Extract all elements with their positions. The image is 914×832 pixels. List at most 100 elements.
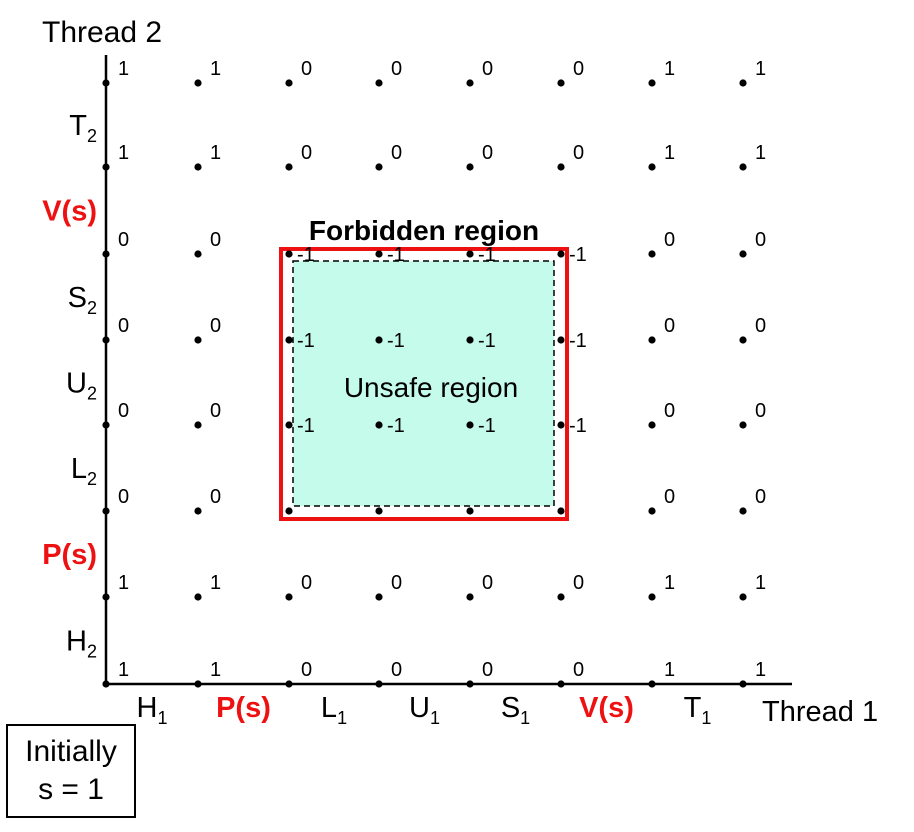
axis-label: P(s): [42, 539, 97, 571]
grid-value: 1: [755, 142, 766, 164]
grid-value: -1: [387, 244, 405, 266]
axis-label: V(s): [42, 196, 97, 228]
grid-point: [739, 250, 747, 258]
grid-value: 0: [755, 486, 766, 508]
grid-point: [285, 79, 293, 87]
grid-point: [648, 507, 656, 515]
axis-label: S2: [68, 282, 97, 318]
grid-value: 0: [118, 486, 129, 508]
grid-point: [466, 250, 474, 258]
note-line-2: s = 1: [38, 773, 104, 806]
grid-point: [557, 79, 565, 87]
grid-point: [102, 680, 110, 688]
grid-point: [102, 79, 110, 87]
axis-label: V(s): [579, 692, 634, 724]
y-axis-title: Thread 2: [42, 16, 162, 49]
grid-point: [375, 680, 383, 688]
grid-value: 0: [301, 142, 312, 164]
axis-label: T1: [684, 692, 712, 728]
x-axis-title: Thread 1: [762, 696, 878, 728]
grid-point: [739, 593, 747, 601]
grid-value: 1: [118, 142, 129, 164]
unsafe-region-label: Unsafe region: [344, 372, 518, 403]
grid-point: [375, 593, 383, 601]
axis-label: H1: [137, 692, 168, 728]
grid-value: 1: [755, 659, 766, 681]
grid-value: 0: [664, 315, 675, 337]
grid-point: [648, 593, 656, 601]
grid-value: 0: [118, 400, 129, 422]
grid-value: 0: [301, 572, 312, 594]
grid-point: [194, 421, 202, 429]
grid-value: 0: [755, 315, 766, 337]
grid-value: -1: [478, 330, 496, 352]
grid-value: 0: [210, 400, 221, 422]
axis-label: L1: [321, 692, 347, 728]
grid-value: 0: [301, 659, 312, 681]
grid-value: -1: [387, 415, 405, 437]
grid-value: -1: [297, 415, 315, 437]
grid-point: [375, 163, 383, 171]
grid-point: [285, 680, 293, 688]
grid-point: [739, 163, 747, 171]
grid-point: [466, 680, 474, 688]
grid-point: [648, 421, 656, 429]
grid-point: [194, 250, 202, 258]
grid-value: 1: [118, 659, 129, 681]
grid-value: 0: [482, 659, 493, 681]
grid-value: 0: [118, 315, 129, 337]
grid-point: [102, 593, 110, 601]
grid-point: [557, 250, 565, 258]
axis-label: P(s): [216, 692, 271, 724]
grid-value: -1: [387, 330, 405, 352]
grid-value: 0: [573, 572, 584, 594]
grid-point: [466, 336, 474, 344]
grid-value: 0: [210, 315, 221, 337]
grid-point: [557, 421, 565, 429]
grid-point: [194, 507, 202, 515]
grid-point: [102, 336, 110, 344]
grid-point: [557, 163, 565, 171]
grid-value: 0: [482, 142, 493, 164]
grid-value: 1: [210, 58, 221, 80]
grid-point: [648, 163, 656, 171]
grid-value: 0: [391, 659, 402, 681]
grid-point: [285, 421, 293, 429]
grid-point: [466, 593, 474, 601]
grid-value: 0: [210, 486, 221, 508]
forbidden-region: [279, 247, 569, 521]
axis-label: S1: [501, 692, 530, 728]
grid-point: [466, 79, 474, 87]
grid-point: [285, 507, 293, 515]
grid-value: 0: [210, 229, 221, 251]
grid-point: [739, 79, 747, 87]
axis-label: L2: [71, 453, 97, 489]
axis-label: T2: [69, 110, 97, 146]
grid-point: [739, 680, 747, 688]
grid-point: [466, 163, 474, 171]
grid-value: 0: [573, 659, 584, 681]
grid-value: 0: [391, 58, 402, 80]
grid-value: 0: [118, 229, 129, 251]
axis-label: U1: [409, 692, 440, 728]
grid-point: [739, 421, 747, 429]
grid-value: 0: [482, 572, 493, 594]
grid-value: 0: [664, 486, 675, 508]
grid-point: [375, 79, 383, 87]
grid-point: [102, 507, 110, 515]
grid-value: 1: [664, 142, 675, 164]
grid-point: [375, 336, 383, 344]
grid-value: 1: [210, 659, 221, 681]
grid-value: 1: [664, 572, 675, 594]
grid-value: 1: [118, 572, 129, 594]
grid-value: -1: [297, 244, 315, 266]
grid-point: [375, 421, 383, 429]
grid-point: [285, 593, 293, 601]
grid-point: [285, 250, 293, 258]
grid-value: 0: [755, 400, 766, 422]
grid-value: 0: [664, 229, 675, 251]
grid-value: -1: [569, 415, 587, 437]
unsafe-region: [292, 260, 555, 507]
grid-value: -1: [569, 330, 587, 352]
